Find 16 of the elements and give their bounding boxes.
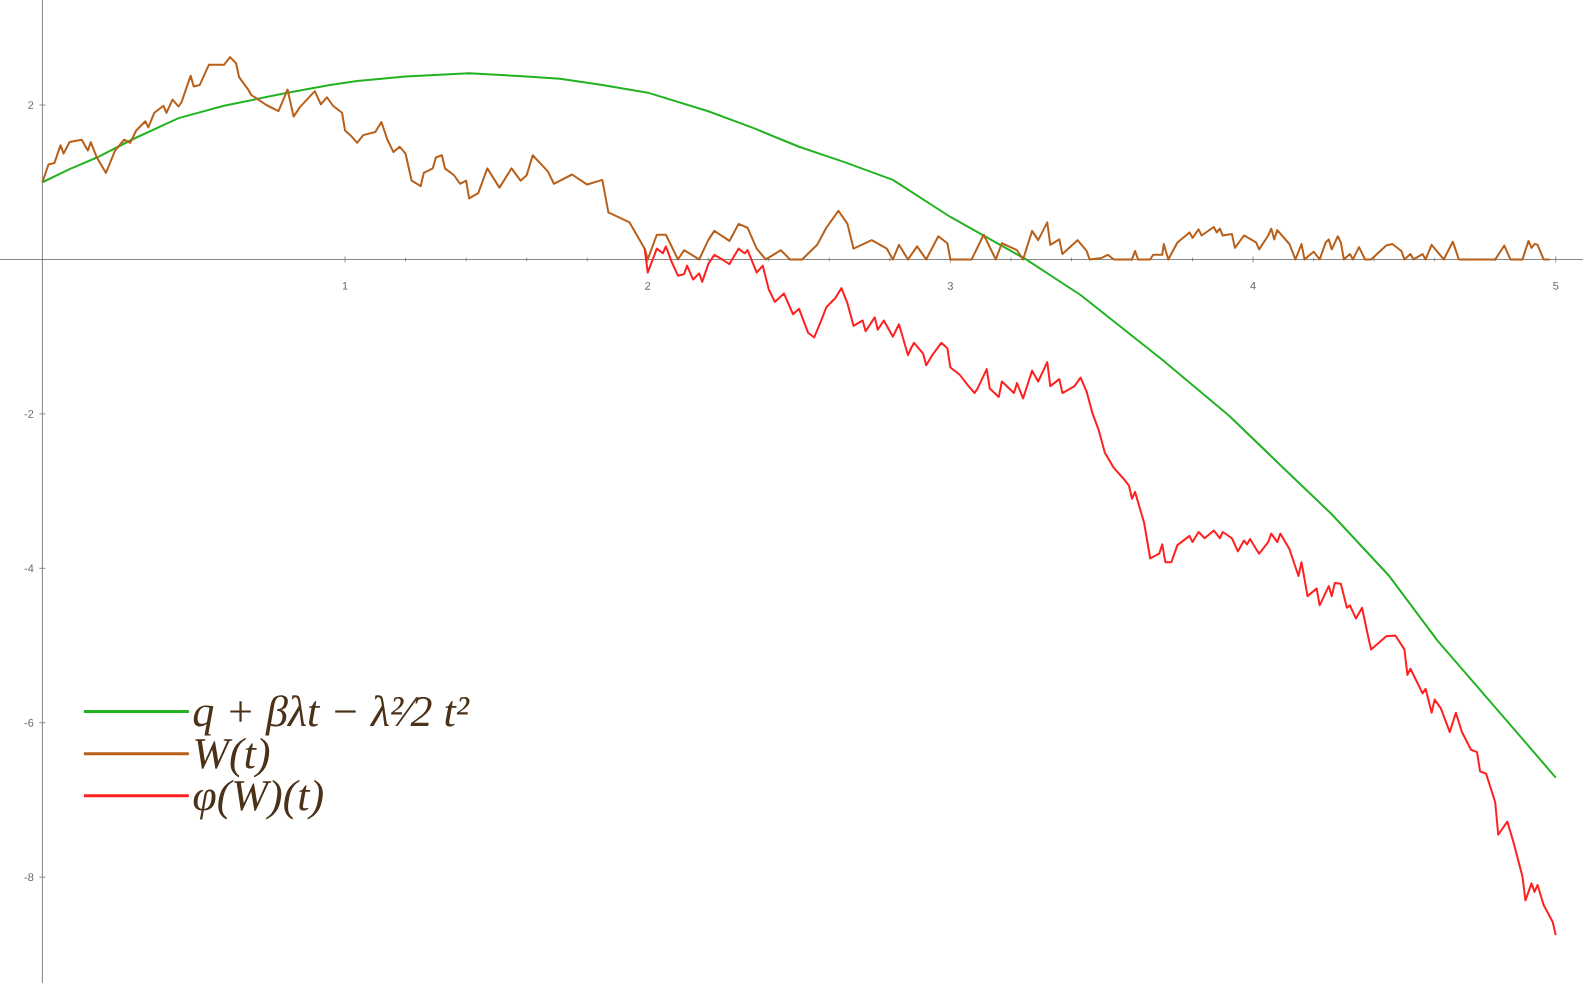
y-tick-label: -6 (24, 718, 34, 727)
line-series (41, 72, 1557, 779)
y-tick-label: -4 (24, 564, 34, 573)
legend-label: φ(W)(t) (193, 779, 323, 820)
y-tick-label: -2 (24, 410, 34, 418)
x-tick-label: 3 (947, 281, 953, 290)
legend-label: q + βλt − λ²⁄2 t² (193, 695, 470, 736)
x-tick-label: 4 (1250, 281, 1256, 290)
line-series (643, 245, 1557, 937)
x-tick-label: 5 (1553, 281, 1559, 290)
x-tick-label: 1 (342, 281, 348, 290)
x-tick-label: 2 (645, 281, 651, 290)
y-tick-label: 2 (28, 101, 34, 109)
legend-label: W(t) (195, 737, 270, 778)
y-tick-label: -8 (24, 873, 34, 882)
line-series (41, 56, 1551, 261)
